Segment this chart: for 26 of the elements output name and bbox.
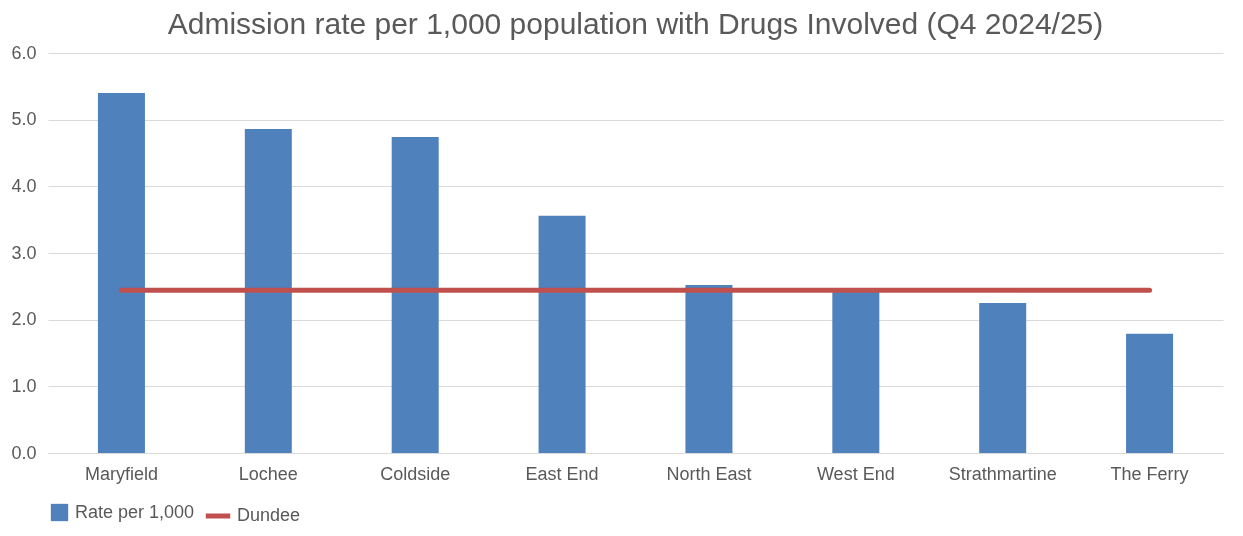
bar bbox=[391, 137, 439, 453]
chart-title: Admission rate per 1,000 population with Drugs Involved (Q4 2024/25) bbox=[167, 7, 1104, 40]
bar bbox=[244, 129, 292, 453]
legend-label: Rate per 1,000 bbox=[75, 501, 195, 522]
x-tick-label: West End bbox=[816, 463, 895, 484]
legend-label: Dundee bbox=[237, 505, 301, 525]
bar bbox=[832, 291, 880, 453]
x-tick-label: Coldside bbox=[380, 463, 451, 484]
bar bbox=[685, 285, 733, 453]
y-tick-label: 3.0 bbox=[11, 242, 37, 263]
x-tick-label: Strathmartine bbox=[948, 463, 1057, 484]
y-tick-label: 0.0 bbox=[11, 442, 37, 463]
y-tick-label: 1.0 bbox=[11, 375, 37, 396]
y-tick-label: 5.0 bbox=[11, 109, 37, 130]
x-tick-label: Maryfield bbox=[84, 463, 158, 484]
bar bbox=[979, 303, 1027, 453]
y-tick-label: 4.0 bbox=[11, 175, 37, 196]
y-tick-label: 6.0 bbox=[11, 42, 37, 63]
x-tick-label: The Ferry bbox=[1110, 463, 1189, 484]
x-tick-label: Lochee bbox=[238, 463, 298, 484]
bar bbox=[538, 215, 586, 453]
x-tick-label: East End bbox=[525, 463, 599, 484]
bar bbox=[97, 93, 145, 453]
bar bbox=[1126, 333, 1174, 453]
y-tick-label: 2.0 bbox=[11, 309, 37, 330]
x-tick-label: North East bbox=[666, 463, 752, 484]
